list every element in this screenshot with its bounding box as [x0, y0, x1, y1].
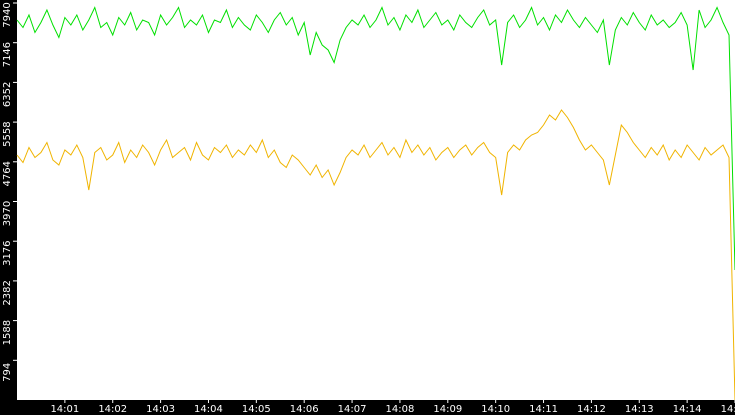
- x-tick-label: 14:10: [481, 404, 510, 415]
- x-tick-label: 14:05: [242, 404, 271, 415]
- x-tick-label: 14:02: [98, 404, 127, 415]
- x-tick-label: 14:06: [290, 404, 319, 415]
- y-tick-label: 4764: [2, 161, 13, 186]
- y-tick-label: 7146: [2, 42, 13, 67]
- y-axis-strip: [0, 0, 17, 415]
- y-tick-label: 7940: [2, 2, 13, 27]
- x-tick-label: 14:03: [146, 404, 175, 415]
- y-tick-label: 3176: [2, 240, 13, 265]
- x-tick-label: 14:07: [338, 404, 367, 415]
- x-tick-label: 14:08: [386, 404, 415, 415]
- series-line: [16, 109, 735, 401]
- series-line: [16, 6, 735, 271]
- y-tick-label: 6352: [2, 82, 13, 107]
- y-tick-label: 1588: [2, 320, 13, 345]
- y-tick-label: 3970: [2, 201, 13, 226]
- x-tick-label: 14:11: [529, 404, 558, 415]
- y-tick-label: 2382: [2, 280, 13, 305]
- x-tick-label: 14:04: [194, 404, 223, 415]
- x-tick-label: 14:01: [50, 404, 79, 415]
- x-tick-label: 14:14: [673, 404, 702, 415]
- y-tick-label: 5558: [2, 121, 13, 146]
- x-tick-label: 14:15: [721, 404, 735, 415]
- y-tick-label: 794: [2, 363, 13, 382]
- x-axis-strip: [0, 400, 735, 415]
- x-tick-label: 14:13: [625, 404, 654, 415]
- x-tick-label: 14:12: [577, 404, 606, 415]
- x-tick-label: 14:09: [433, 404, 462, 415]
